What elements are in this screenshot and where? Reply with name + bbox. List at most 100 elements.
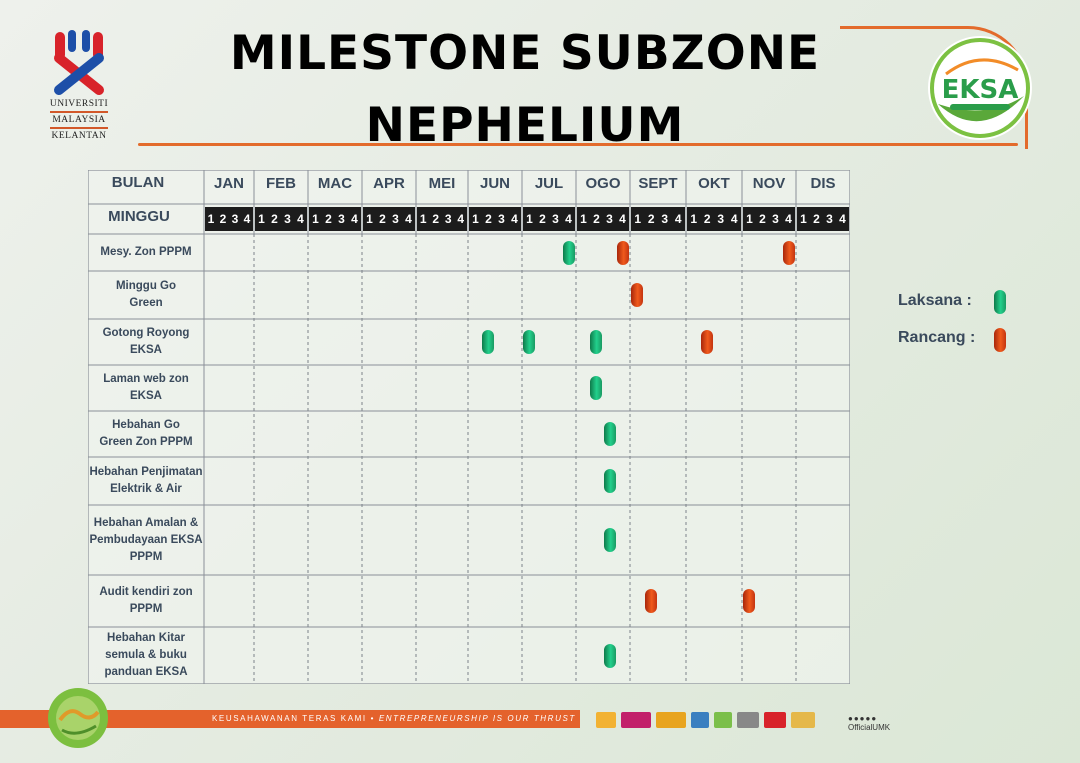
week-number: 3 [606, 212, 613, 226]
week-number: 4 [351, 212, 358, 226]
activity-label-line: Laman web zon [103, 373, 189, 385]
week-number: 1 [366, 212, 373, 226]
week-number: 2 [703, 212, 711, 226]
week-number: 1 [207, 212, 215, 226]
university-name-line1: UNIVERSITI [49, 99, 109, 109]
month-header: JUL [534, 175, 564, 192]
week-number: 3 [444, 212, 452, 226]
week-number: 3 [498, 212, 505, 226]
header-month-label: BULAN [111, 174, 165, 191]
week-number: 2 [539, 212, 546, 226]
week-number: 4 [457, 212, 465, 226]
social-icons[interactable]: ●●●●● [848, 714, 878, 723]
month-header: NOV [752, 175, 786, 192]
month-header: MAC [317, 175, 353, 192]
week-number: 1 [526, 212, 533, 226]
week-number: 3 [552, 212, 559, 226]
activity-label: Minggu Go Green [88, 278, 204, 312]
month-header: MEI [428, 175, 456, 192]
activity-label: Gotong Royong EKSA [88, 325, 204, 359]
activity-label-line: PPPM [129, 550, 163, 563]
week-number: 2 [271, 212, 278, 226]
social-media: ●●●●● OfficialUMK [848, 714, 890, 732]
legend-done-marker [994, 290, 1006, 314]
week-number: 2 [485, 212, 492, 226]
month-header: DIS [810, 175, 836, 192]
week-number: 4 [674, 212, 682, 226]
partner-logo-3 [656, 712, 686, 728]
month-header: APR [373, 175, 405, 192]
social-handle: OfficialUMK [848, 723, 891, 732]
week-number: 1 [312, 212, 319, 226]
week-number: 1 [258, 212, 265, 226]
week-number: 4 [565, 212, 572, 226]
milestone-done-marker [590, 330, 603, 354]
activity-label: Laman web zon EKSA [88, 371, 204, 405]
activity-label-line: Green [129, 297, 163, 309]
activity-label-line: Hebahan Penjimatan [89, 466, 203, 478]
partner-logo-1 [596, 712, 616, 728]
partner-logo-2 [621, 712, 651, 728]
eksa-logo-text: EKSA [942, 75, 1019, 105]
week-number: 2 [379, 212, 386, 226]
milestone-done-marker [603, 469, 616, 493]
partner-logo-6 [737, 712, 759, 728]
partner-logo-5 [714, 712, 732, 728]
milestone-plan-marker [742, 589, 755, 613]
milestone-done-marker [563, 240, 576, 265]
activity-label: Hebahan Amalan & Pembudayaan EKSA PPPM [88, 515, 204, 566]
week-number: 2 [647, 212, 655, 226]
activity-label-line: EKSA [130, 344, 162, 356]
month-header: JUN [479, 175, 510, 192]
week-number: 1 [419, 212, 427, 226]
activity-label: Hebahan Go Green Zon PPPM [88, 417, 204, 451]
week-number: 3 [826, 212, 833, 226]
activity-label: Hebahan Kitar semula & buku panduan EKSA [88, 630, 204, 681]
activity-label: Mesy. Zon PPPM [88, 244, 204, 261]
footer-slogan-ms: KEUSAHAWANAN TERAS KAMI [212, 714, 367, 723]
week-number: 4 [619, 212, 626, 226]
university-logo: UNIVERSITI MALAYSIA KELANTAN [48, 28, 110, 142]
milestone-plan-marker [617, 240, 630, 265]
table-gridlines [88, 170, 850, 684]
activity-label: Audit kendiri zon PPPM [88, 584, 204, 618]
title-line-1: MILESTONE SUBZONE [229, 26, 821, 81]
activity-label-line: Audit kendiri zon [99, 586, 193, 598]
week-number: 2 [593, 212, 600, 226]
activity-label-line: Elektrik & Air [110, 483, 182, 495]
activity-label-line: Green Zon PPPM [99, 436, 193, 448]
week-number: 2 [759, 212, 766, 226]
month-header: OGO [585, 175, 621, 192]
milestone-done-marker [603, 422, 616, 446]
week-number: 3 [338, 212, 345, 226]
footer-slogan: KEUSAHAWANAN TERAS KAMI • ENTREPRENEURSH… [212, 710, 576, 728]
activity-label-line: Hebahan Go [112, 419, 180, 431]
activity-label-line: EKSA [130, 390, 162, 402]
eksa-logo: EKSA [926, 34, 1034, 142]
week-number: 2 [325, 212, 332, 226]
milestone-plan-marker [631, 283, 643, 307]
week-number: 4 [839, 212, 846, 226]
milestone-plan-marker [783, 240, 796, 265]
week-number: 2 [432, 212, 440, 226]
week-number: 2 [219, 212, 227, 226]
legend-plan-label: Rancang : [898, 329, 976, 346]
page-title: MILESTONE SUBZONE NEPHELIUM [140, 18, 910, 162]
footer-slogan-en: ENTREPRENEURSHIP IS OUR THRUST [378, 714, 576, 723]
activity-label-line: Minggu Go [115, 280, 177, 292]
globe-logo-icon [48, 688, 108, 748]
week-number: 4 [730, 212, 738, 226]
week-number: 4 [785, 212, 792, 226]
activity-label-line: Gotong Royong [102, 327, 190, 339]
week-number: 1 [746, 212, 753, 226]
university-name-line3: KELANTAN [51, 131, 107, 141]
month-header: SEPT [638, 175, 678, 192]
